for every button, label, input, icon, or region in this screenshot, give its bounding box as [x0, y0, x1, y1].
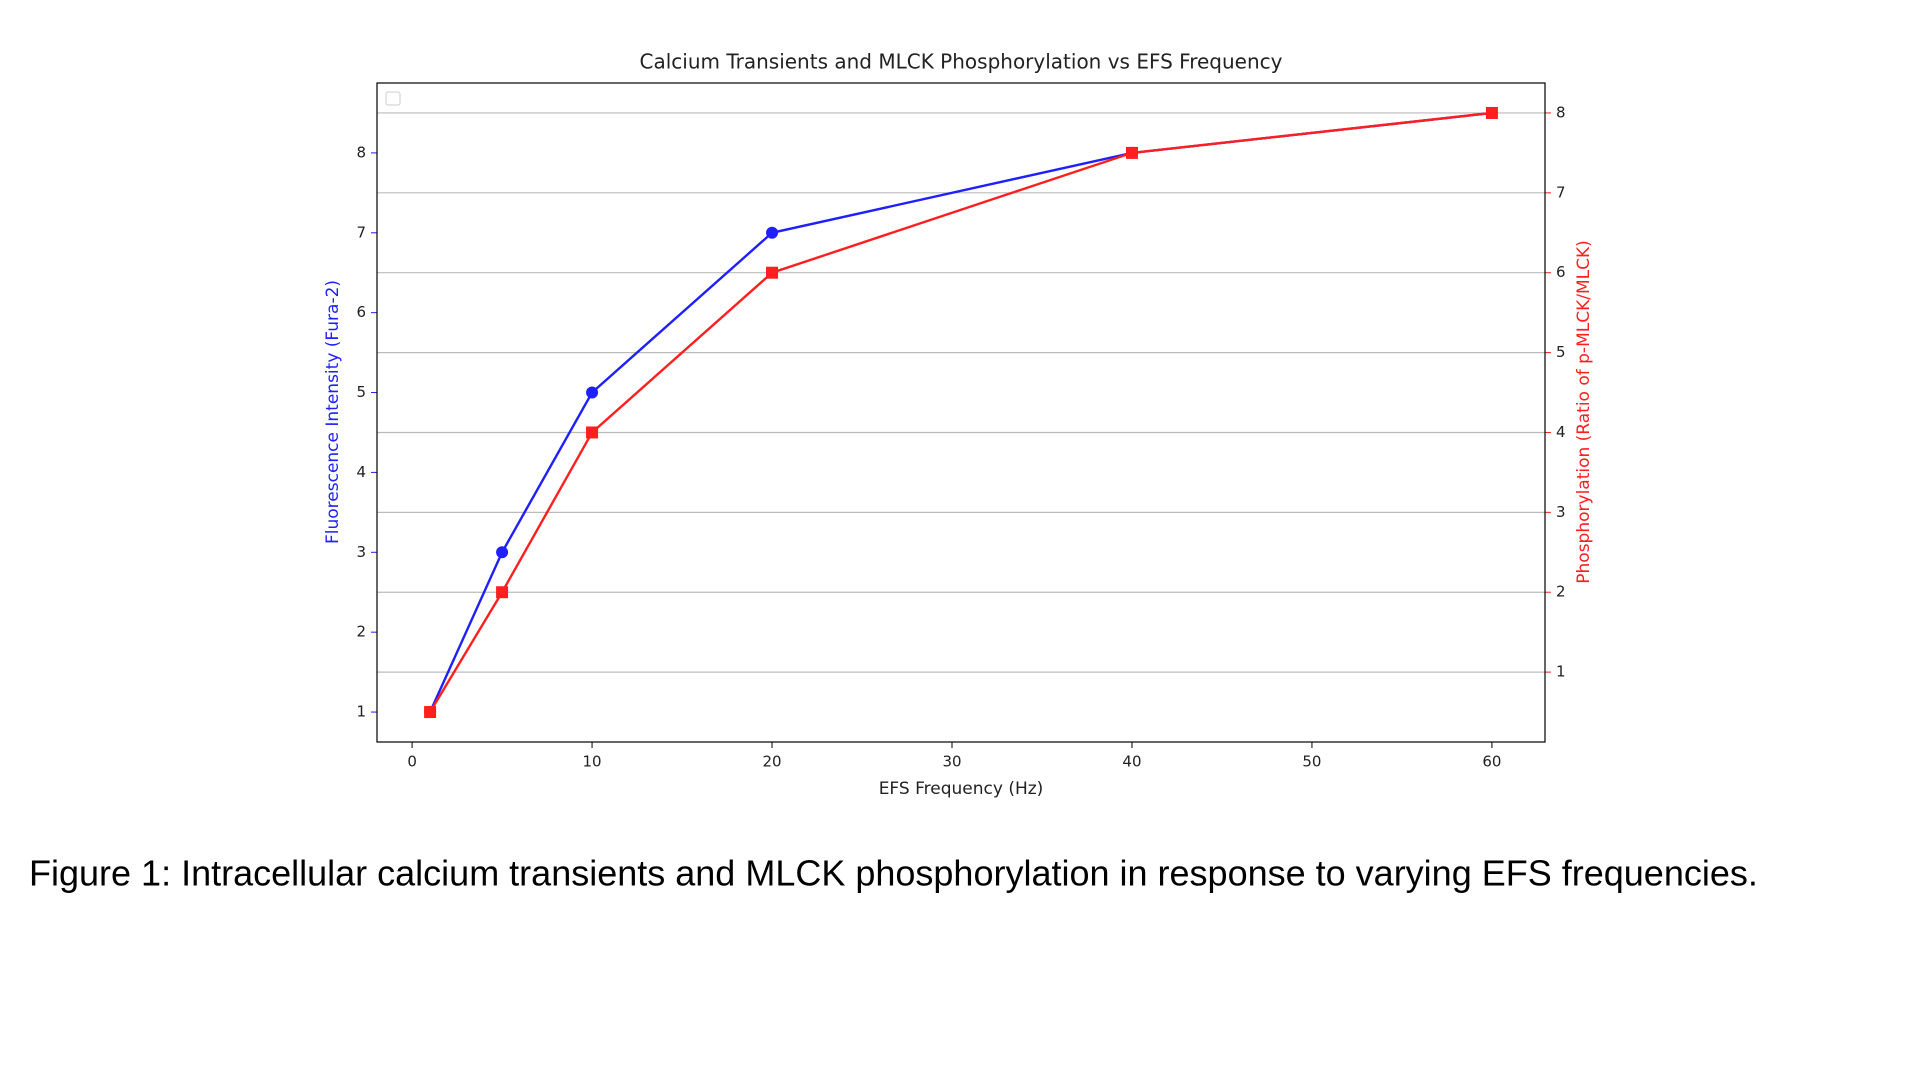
y2-axis-label: Phosphorylation (Ratio of p-MLCK/MLCK) — [1574, 240, 1594, 583]
x-tick-label: 40 — [1122, 753, 1141, 771]
y-tick-label: 3 — [356, 543, 366, 561]
marker — [496, 546, 509, 559]
caption: Figure 1: Intracellular calcium transien… — [29, 853, 1758, 894]
y2-tick-label: 1 — [1556, 663, 1566, 681]
chart-title: Calcium Transients and MLCK Phosphorylat… — [640, 50, 1283, 74]
y2-tick-label: 8 — [1556, 103, 1566, 121]
y2-tick-label: 6 — [1556, 263, 1566, 281]
legend-box — [385, 91, 401, 106]
x-tick-label: 0 — [407, 753, 417, 771]
y2-tick-label: 4 — [1556, 423, 1566, 441]
marker — [586, 426, 599, 439]
y2-tick-label: 3 — [1556, 503, 1566, 521]
marker — [1125, 146, 1138, 159]
x-tick-label: 50 — [1302, 753, 1321, 771]
x-tick-label: 10 — [583, 753, 602, 771]
marker — [424, 706, 437, 719]
marker — [766, 226, 779, 239]
series-line — [429, 111, 1493, 713]
x-tick-label: 60 — [1482, 753, 1501, 771]
marker — [766, 266, 779, 279]
x-tick-label: 20 — [762, 753, 781, 771]
marker — [586, 386, 599, 399]
y-tick-label: 2 — [356, 623, 366, 641]
y2-tick-label: 7 — [1556, 183, 1566, 201]
y-tick-label: 7 — [356, 223, 366, 241]
y-tick-label: 6 — [356, 303, 366, 321]
y-tick-label: 4 — [356, 463, 366, 481]
x-tick-label: 30 — [942, 753, 961, 771]
marker — [496, 586, 509, 599]
y-tick-label: 1 — [356, 703, 366, 721]
plot-frame — [376, 82, 1546, 743]
y-tick-label: 5 — [356, 383, 366, 401]
y2-tick-label: 5 — [1556, 343, 1566, 361]
y2-tick-label: 2 — [1556, 583, 1566, 601]
x-axis-label: EFS Frequency (Hz) — [879, 779, 1044, 799]
y-tick-label: 8 — [356, 143, 366, 161]
y-axis-label: Fluorescence Intensity (Fura-2) — [323, 280, 343, 544]
series-line — [428, 111, 1493, 713]
marker — [1485, 106, 1498, 119]
